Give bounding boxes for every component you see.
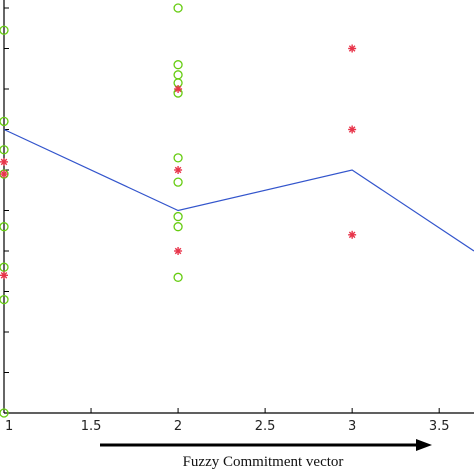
y-ticks <box>4 7 9 414</box>
circle-point <box>0 25 9 35</box>
star-point <box>0 271 8 280</box>
x-tick-label: 2.5 <box>255 419 276 434</box>
circle-point <box>173 222 183 232</box>
circle-point <box>173 153 183 163</box>
star-point <box>0 170 8 179</box>
circle-point <box>0 116 9 127</box>
circle-point <box>0 145 9 155</box>
circle-point <box>173 211 183 222</box>
series-line <box>3 128 474 252</box>
circle-point <box>173 70 183 80</box>
x-tick-label: 3 <box>348 419 356 434</box>
star-point <box>348 44 357 53</box>
x-tick-label: 3.5 <box>429 419 450 434</box>
x-tick-label: 1.5 <box>81 419 102 434</box>
star-point <box>348 230 357 239</box>
x-arrow <box>100 439 432 451</box>
star-point <box>174 166 183 174</box>
circle-point <box>0 262 9 272</box>
circle-point <box>173 272 183 282</box>
star-point <box>174 85 183 93</box>
circle-point <box>173 60 183 70</box>
star-point <box>0 157 8 166</box>
circle-point <box>0 408 9 418</box>
circle-point <box>173 3 183 13</box>
circle-point <box>0 294 9 305</box>
x-tick-label: 1 <box>5 419 13 434</box>
circle-point <box>173 177 183 187</box>
star-point <box>348 125 357 134</box>
series-layer <box>0 3 474 418</box>
circle-point <box>0 222 9 232</box>
star-point <box>174 247 183 255</box>
x-tick-label: 2 <box>174 419 182 434</box>
x-axis-label: Fuzzy Commitment vector <box>183 454 344 470</box>
x-ticks: 1 1.5 2 2.5 3 3.5 <box>3 408 450 434</box>
